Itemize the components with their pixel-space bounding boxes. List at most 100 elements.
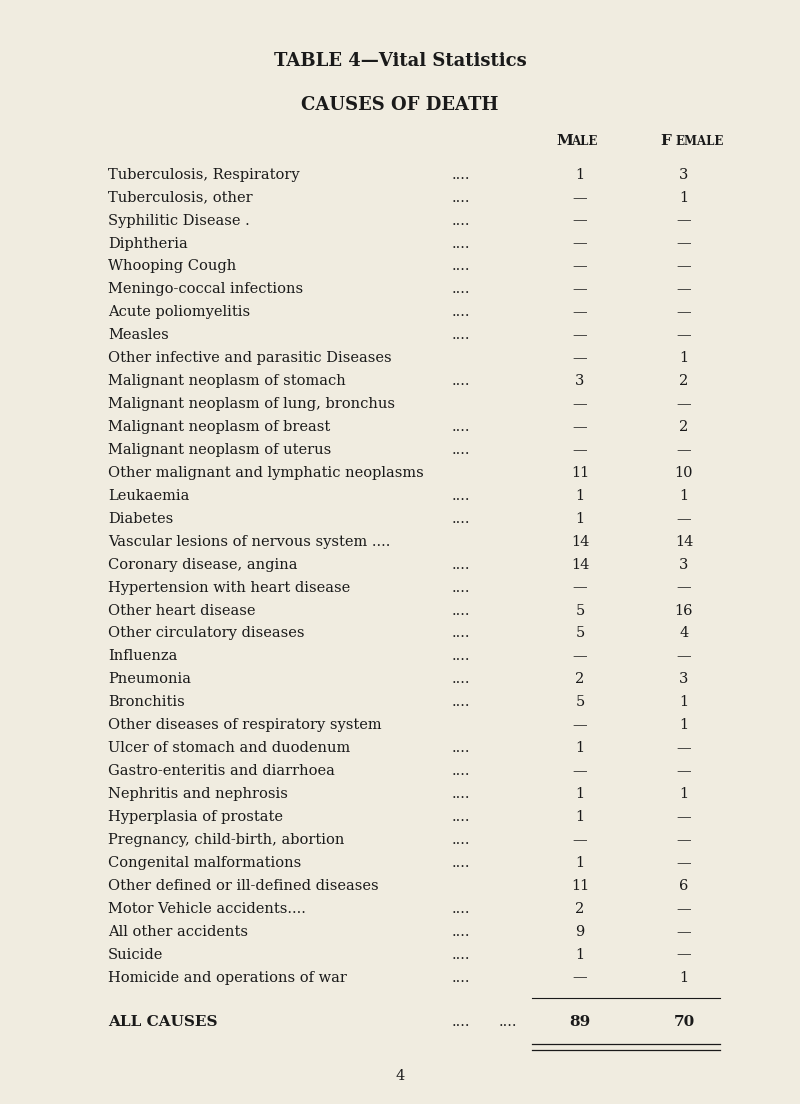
- Text: 3: 3: [679, 558, 689, 572]
- Text: Malignant neoplasm of stomach: Malignant neoplasm of stomach: [108, 374, 346, 389]
- Text: ....: ....: [452, 489, 470, 502]
- Text: ....: ....: [452, 741, 470, 755]
- Text: Tuberculosis, other: Tuberculosis, other: [108, 191, 253, 204]
- Text: ....: ....: [452, 306, 470, 319]
- Text: Homicide and operations of war: Homicide and operations of war: [108, 970, 347, 985]
- Text: —: —: [573, 397, 587, 411]
- Text: Other heart disease: Other heart disease: [108, 604, 255, 617]
- Text: 4: 4: [679, 626, 689, 640]
- Text: 89: 89: [570, 1016, 590, 1029]
- Text: —: —: [573, 832, 587, 847]
- Text: 1: 1: [679, 719, 689, 732]
- Text: ....: ....: [452, 259, 470, 274]
- Text: ....: ....: [452, 328, 470, 342]
- Text: Hypertension with heart disease: Hypertension with heart disease: [108, 581, 350, 595]
- Text: 1: 1: [575, 787, 585, 802]
- Text: 1: 1: [679, 489, 689, 502]
- Text: 1: 1: [679, 351, 689, 365]
- Text: —: —: [677, 947, 691, 962]
- Text: —: —: [677, 902, 691, 915]
- Text: Vascular lesions of nervous system ....: Vascular lesions of nervous system ....: [108, 534, 390, 549]
- Text: 14: 14: [675, 534, 693, 549]
- Text: —: —: [573, 719, 587, 732]
- Text: ....: ....: [452, 626, 470, 640]
- Text: —: —: [677, 832, 691, 847]
- Text: —: —: [573, 236, 587, 251]
- Text: ....: ....: [452, 236, 470, 251]
- Text: ....: ....: [452, 810, 470, 824]
- Text: —: —: [677, 649, 691, 664]
- Text: Nephritis and nephrosis: Nephritis and nephrosis: [108, 787, 288, 802]
- Text: ....: ....: [452, 672, 470, 687]
- Text: —: —: [677, 581, 691, 595]
- Text: F: F: [660, 135, 671, 148]
- Text: Pneumonia: Pneumonia: [108, 672, 191, 687]
- Text: 1: 1: [575, 512, 585, 526]
- Text: ....: ....: [452, 832, 470, 847]
- Text: M: M: [556, 135, 573, 148]
- Text: Whooping Cough: Whooping Cough: [108, 259, 236, 274]
- Text: Acute poliomyelitis: Acute poliomyelitis: [108, 306, 250, 319]
- Text: ....: ....: [452, 787, 470, 802]
- Text: —: —: [573, 328, 587, 342]
- Text: Diabetes: Diabetes: [108, 512, 174, 526]
- Text: 1: 1: [575, 856, 585, 870]
- Text: ....: ....: [452, 1016, 470, 1029]
- Text: 5: 5: [575, 604, 585, 617]
- Text: —: —: [677, 764, 691, 778]
- Text: Pregnancy, child-birth, abortion: Pregnancy, child-birth, abortion: [108, 832, 344, 847]
- Text: 5: 5: [575, 626, 585, 640]
- Text: ....: ....: [452, 649, 470, 664]
- Text: 1: 1: [679, 787, 689, 802]
- Text: 2: 2: [679, 420, 689, 434]
- Text: 1: 1: [575, 741, 585, 755]
- Text: ....: ....: [452, 902, 470, 915]
- Text: Other defined or ill-defined diseases: Other defined or ill-defined diseases: [108, 879, 378, 893]
- Text: —: —: [573, 213, 587, 227]
- Text: 2: 2: [679, 374, 689, 389]
- Text: 1: 1: [575, 810, 585, 824]
- Text: ....: ....: [452, 420, 470, 434]
- Text: 5: 5: [575, 696, 585, 709]
- Text: —: —: [573, 581, 587, 595]
- Text: ....: ....: [452, 764, 470, 778]
- Text: ....: ....: [452, 213, 470, 227]
- Text: —: —: [677, 306, 691, 319]
- Text: —: —: [573, 970, 587, 985]
- Text: ....: ....: [452, 925, 470, 938]
- Text: Malignant neoplasm of lung, bronchus: Malignant neoplasm of lung, bronchus: [108, 397, 395, 411]
- Text: 11: 11: [571, 466, 589, 480]
- Text: Gastro-enteritis and diarrhoea: Gastro-enteritis and diarrhoea: [108, 764, 335, 778]
- Text: Suicide: Suicide: [108, 947, 163, 962]
- Text: —: —: [677, 741, 691, 755]
- Text: ....: ....: [452, 696, 470, 709]
- Text: ALE: ALE: [571, 135, 598, 148]
- Text: ....: ....: [452, 604, 470, 617]
- Text: —: —: [573, 443, 587, 457]
- Text: Congenital malformations: Congenital malformations: [108, 856, 302, 870]
- Text: —: —: [573, 283, 587, 296]
- Text: ALL CAUSES: ALL CAUSES: [108, 1016, 218, 1029]
- Text: 2: 2: [575, 902, 585, 915]
- Text: Other malignant and lymphatic neoplasms: Other malignant and lymphatic neoplasms: [108, 466, 424, 480]
- Text: —: —: [677, 259, 691, 274]
- Text: Hyperplasia of prostate: Hyperplasia of prostate: [108, 810, 283, 824]
- Text: —: —: [573, 306, 587, 319]
- Text: CAUSES OF DEATH: CAUSES OF DEATH: [302, 96, 498, 114]
- Text: ....: ....: [452, 512, 470, 526]
- Text: TABLE 4—Vital Statistics: TABLE 4—Vital Statistics: [274, 52, 526, 70]
- Text: —: —: [573, 764, 587, 778]
- Text: —: —: [677, 283, 691, 296]
- Text: Other infective and parasitic Diseases: Other infective and parasitic Diseases: [108, 351, 392, 365]
- Text: —: —: [677, 328, 691, 342]
- Text: ....: ....: [452, 191, 470, 204]
- Text: —: —: [573, 259, 587, 274]
- Text: Motor Vehicle accidents....: Motor Vehicle accidents....: [108, 902, 306, 915]
- Text: ....: ....: [452, 374, 470, 389]
- Text: Malignant neoplasm of uterus: Malignant neoplasm of uterus: [108, 443, 331, 457]
- Text: —: —: [677, 856, 691, 870]
- Text: 4: 4: [395, 1070, 405, 1083]
- Text: ....: ....: [452, 581, 470, 595]
- Text: —: —: [677, 512, 691, 526]
- Text: 70: 70: [674, 1016, 694, 1029]
